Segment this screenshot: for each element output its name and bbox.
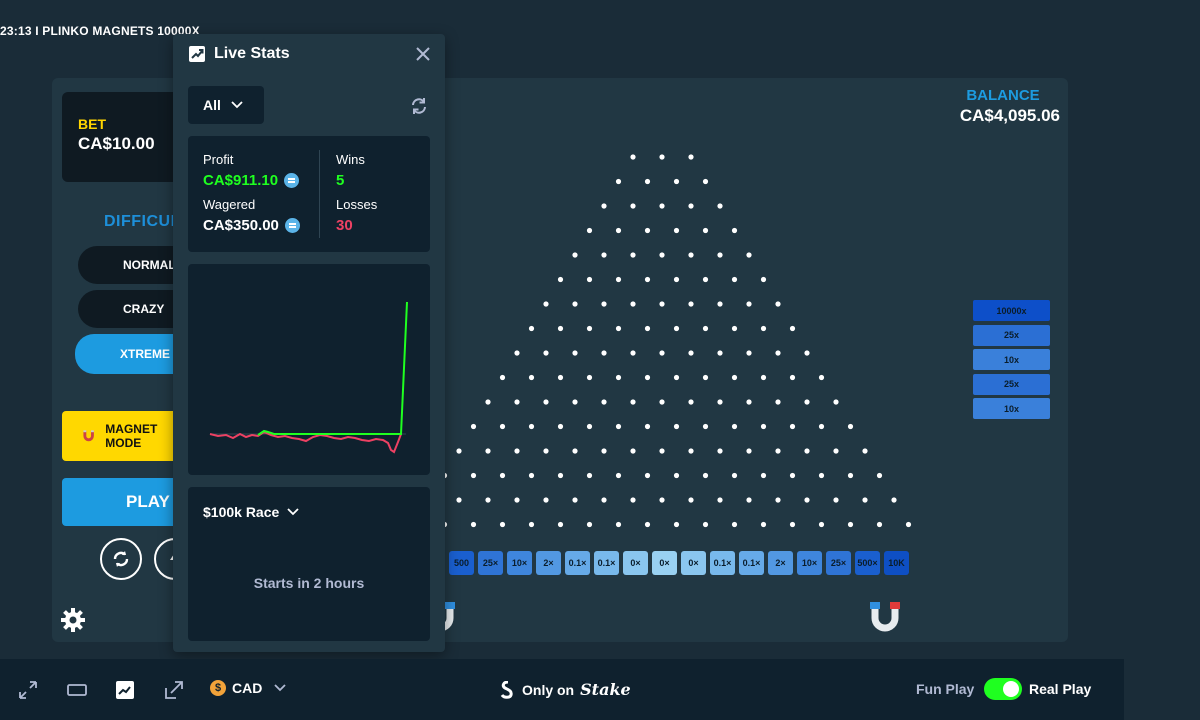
race-title: $100k Race	[203, 504, 280, 520]
profit-value: CA$911.10	[203, 172, 300, 189]
currency-coin-icon	[284, 218, 300, 233]
chevron-down-icon	[231, 101, 243, 109]
multiplier-bucket: 25×	[826, 551, 851, 575]
right-edge-strip	[1124, 0, 1200, 720]
bet-label: BET	[78, 116, 106, 132]
close-icon[interactable]	[414, 45, 432, 63]
currency-selector[interactable]: $ CAD	[210, 680, 286, 696]
trend-chart-icon	[189, 46, 205, 62]
live-stats-header: Live Stats	[188, 45, 290, 63]
profit-line-gain-segment	[257, 301, 408, 436]
side-multiplier-item: 10x	[973, 349, 1050, 370]
race-dropdown[interactable]: $100k Race	[203, 504, 299, 520]
multiplier-bucket: 10×	[507, 551, 532, 575]
play-mode-toggle[interactable]	[984, 678, 1022, 700]
brand-text: Only on	[522, 681, 575, 698]
race-status: Starts in 2 hours	[253, 575, 365, 591]
game-title-bar: 23:13 I PLINKO MAGNETS 10000X	[0, 24, 200, 38]
brand-name: Stake	[580, 680, 631, 699]
multiplier-bucket: 2×	[768, 551, 793, 575]
chevron-down-icon	[287, 508, 299, 516]
multiplier-bucket: 500	[449, 551, 474, 575]
multiplier-bucket: 0×	[652, 551, 677, 575]
live-stats-panel: Live Stats All Profit CA$911.10 Wagered …	[173, 34, 445, 652]
bet-box[interactable]: BET CA$10.00	[62, 92, 192, 182]
multiplier-bucket: 25×	[478, 551, 503, 575]
profit-chart	[209, 301, 408, 454]
wins-value: 5	[336, 172, 345, 189]
chevron-down-icon	[274, 684, 286, 692]
balance-display: BALANCE CA$4,095.06	[940, 87, 1060, 126]
profit-chart-card	[188, 264, 430, 475]
losses-label: Losses	[336, 197, 378, 212]
multiplier-bucket: 0.1×	[710, 551, 735, 575]
multiplier-bucket: 10K	[884, 551, 909, 575]
multiplier-bucket: 0×	[681, 551, 706, 575]
cycle-icon	[113, 551, 129, 567]
fun-play-label: Fun Play	[916, 681, 975, 697]
wagered-amount: CA$350.00	[203, 217, 279, 234]
refresh-icon[interactable]	[409, 96, 429, 116]
multiplier-bucket: 0×	[623, 551, 648, 575]
side-multiplier-item: 10x	[973, 398, 1050, 419]
currency-coin-icon: $	[210, 680, 226, 696]
live-stats-title: Live Stats	[214, 45, 290, 62]
side-multiplier-item: 25x	[973, 373, 1050, 395]
multiplier-bucket: 2×	[536, 551, 561, 575]
currency-coin-icon	[284, 173, 300, 188]
footer-bar: $ CAD Only on Stake Fun Play Real Play	[0, 659, 1124, 720]
toggle-knob	[1003, 681, 1019, 697]
live-stats-toggle-icon[interactable]	[114, 679, 136, 701]
stats-filter-value: All	[203, 97, 221, 113]
fullscreen-icon[interactable]	[17, 679, 39, 701]
magnet-mode-label: MAGNET MODE	[105, 422, 158, 450]
multiplier-bucket: 0.1×	[739, 551, 764, 575]
multiplier-bucket: 0.1×	[594, 551, 619, 575]
wagered-label: Wagered	[203, 197, 256, 212]
profit-line-loss-segment	[209, 430, 402, 454]
race-card[interactable]: $100k Race Starts in 2 hours	[188, 487, 430, 641]
magnet-mode-button[interactable]: MAGNET MODE	[62, 411, 192, 461]
stake-logo-icon	[500, 680, 513, 699]
balance-label: BALANCE	[966, 87, 1040, 104]
wins-label: Wins	[336, 152, 365, 167]
multiplier-bucket: 10×	[797, 551, 822, 575]
multiplier-bucket: 0.1×	[565, 551, 590, 575]
losses-value: 30	[336, 217, 353, 234]
side-multiplier-item: 10000x	[973, 300, 1050, 321]
multiplier-bucket: 500×	[855, 551, 880, 575]
settings-gear-icon[interactable]	[60, 607, 86, 633]
popout-icon[interactable]	[163, 679, 185, 701]
balance-value: CA$4,095.06	[959, 106, 1060, 125]
profit-amount: CA$911.10	[203, 172, 279, 189]
auto-refresh-button[interactable]	[100, 538, 142, 580]
currency-code: CAD	[232, 680, 263, 696]
wagered-value: CA$350.00	[203, 217, 300, 234]
bet-value: CA$10.00	[78, 134, 155, 153]
play-button[interactable]: PLAY	[62, 478, 192, 526]
theatre-mode-icon[interactable]	[66, 679, 88, 701]
only-on-stake-brand: Only on Stake	[500, 680, 631, 699]
profit-label: Profit	[203, 152, 234, 167]
magnet-right-icon	[870, 602, 900, 632]
real-play-label: Real Play	[1029, 681, 1092, 697]
stats-filter-dropdown[interactable]: All	[188, 86, 264, 124]
magnet-mini-icon	[83, 430, 94, 442]
side-multiplier-item: 25x	[973, 324, 1050, 346]
stats-divider	[319, 150, 320, 238]
stats-summary-card: Profit CA$911.10 Wagered CA$350.00 Wins …	[188, 136, 430, 252]
